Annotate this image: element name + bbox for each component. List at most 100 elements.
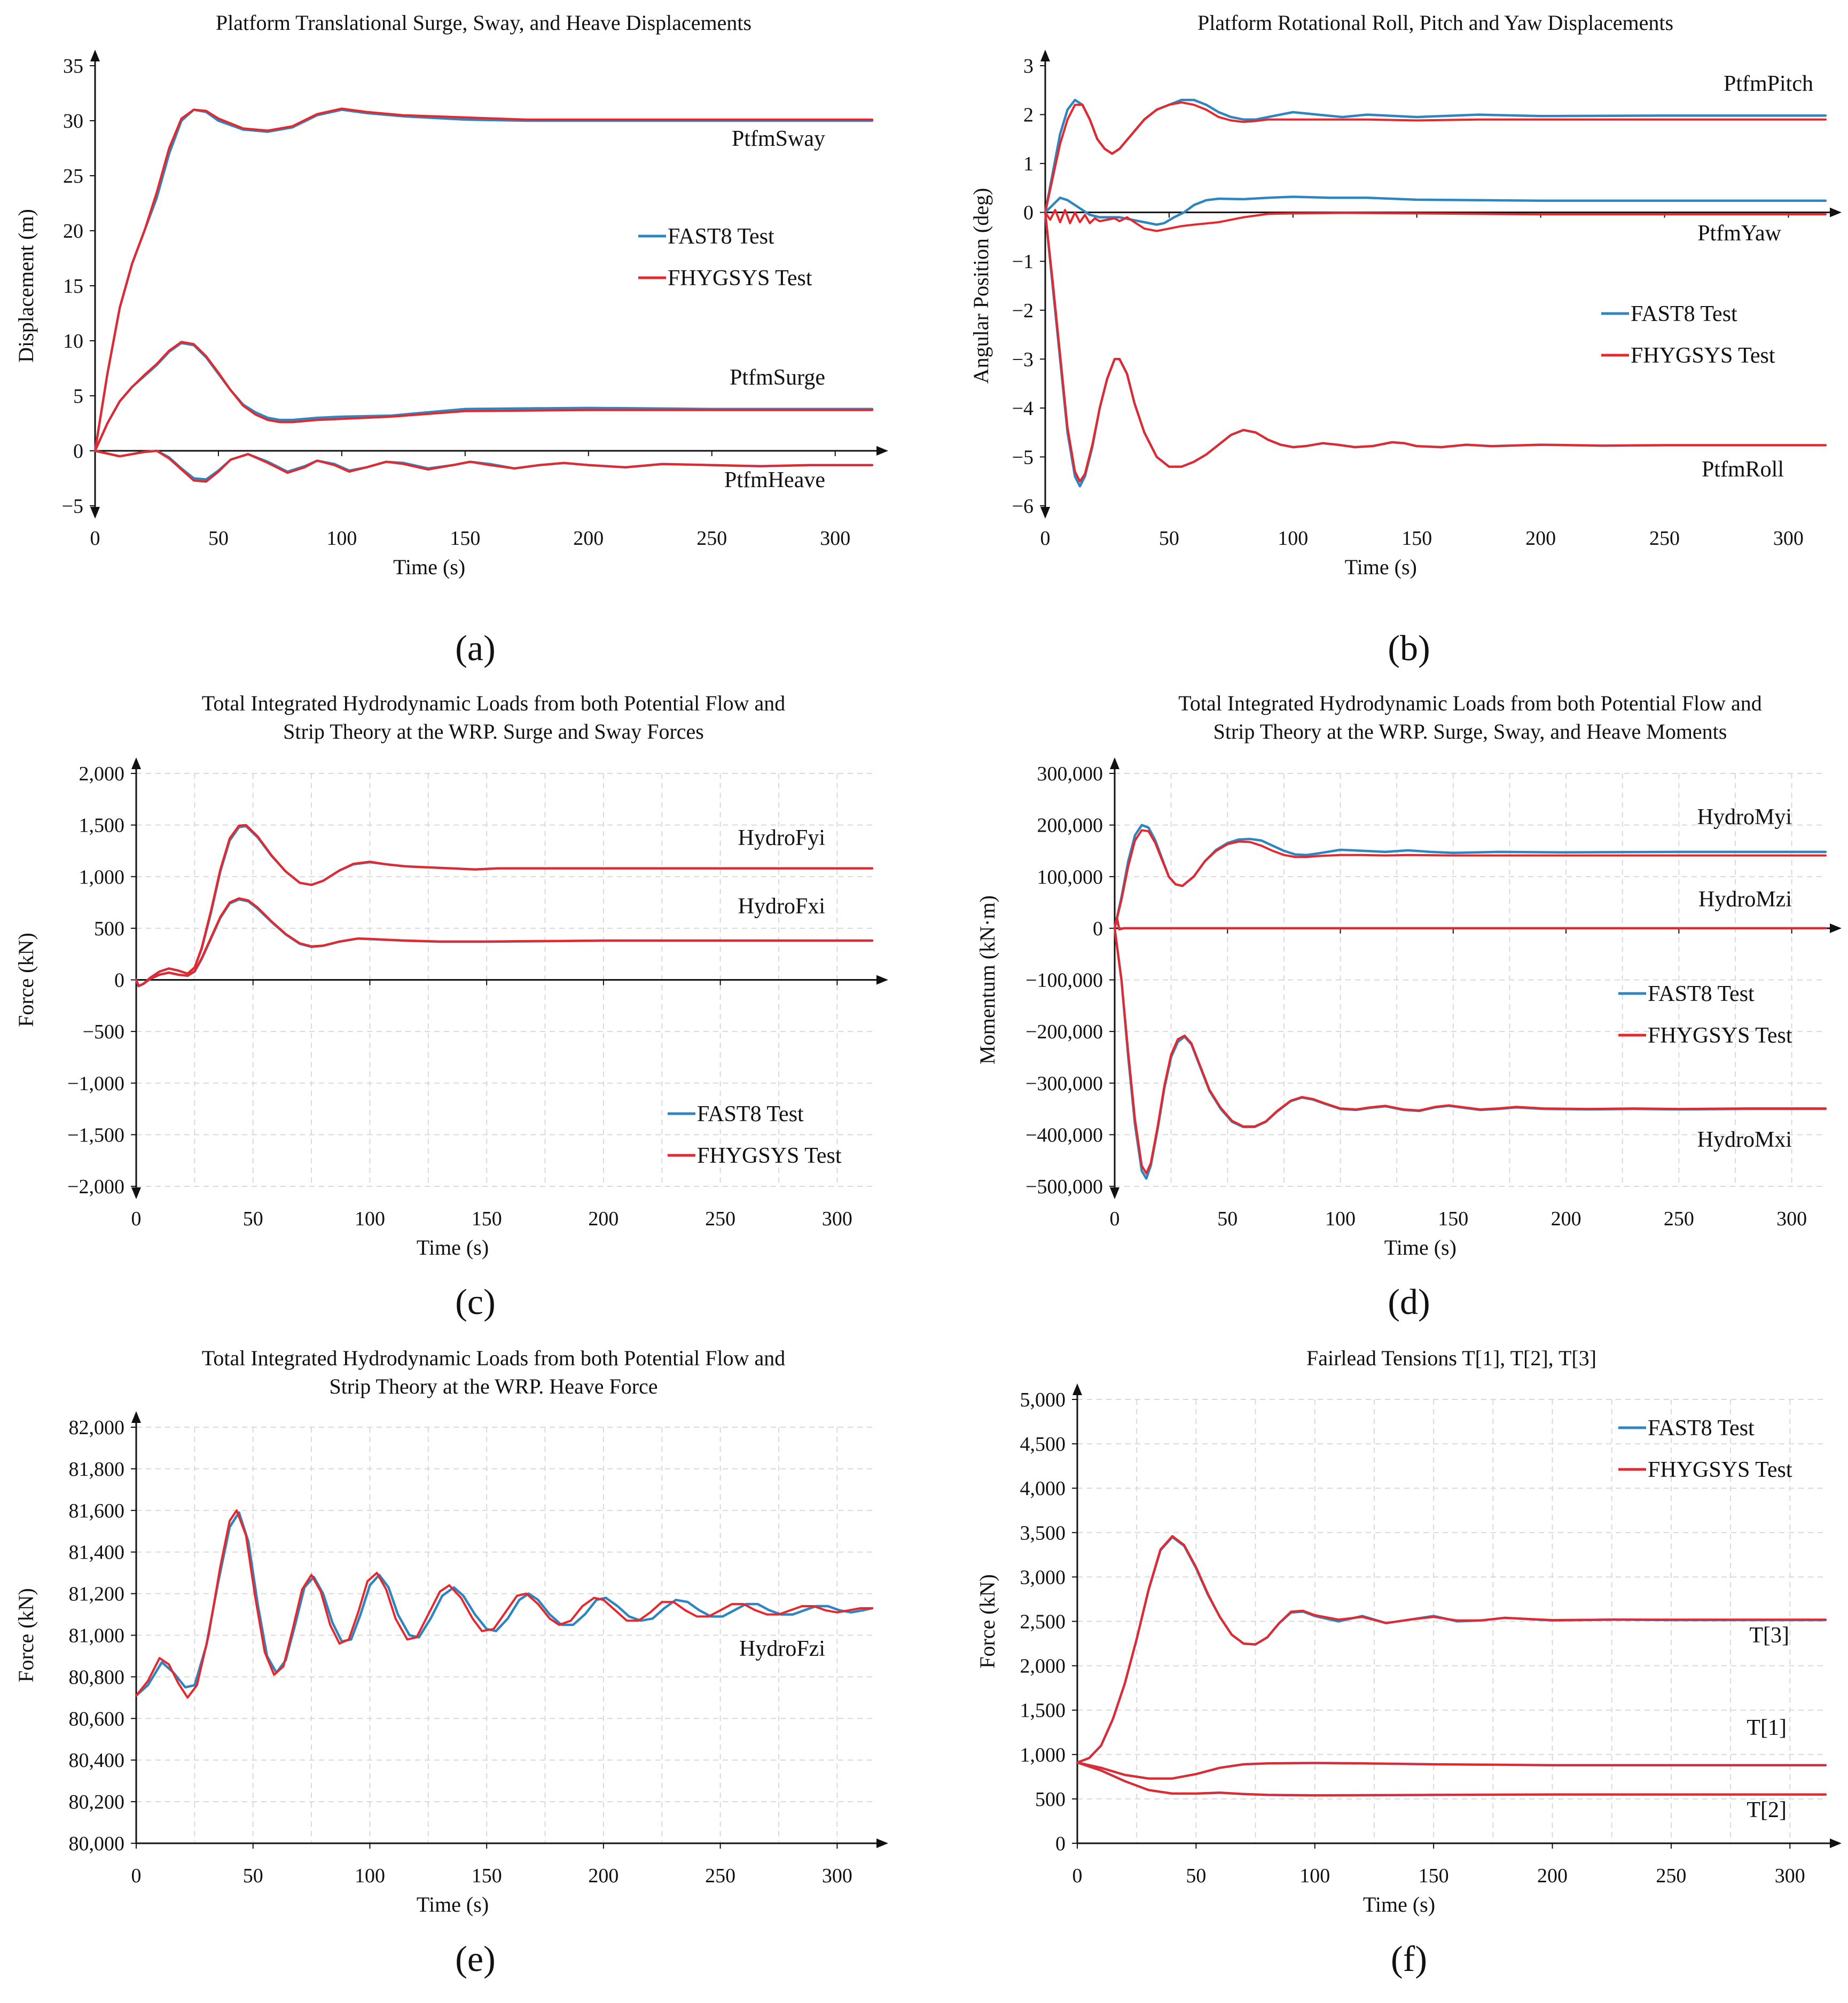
x-axis-arrow: [1830, 1838, 1842, 1848]
y-tick-label: 0: [73, 440, 83, 463]
series-line-HydroFyi-fhygsys: [135, 824, 873, 988]
x-tick-label: 150: [472, 1208, 502, 1230]
series-line-T1-fhygsys: [1076, 1761, 1827, 1780]
y-tick-label: 2,000: [1020, 1655, 1066, 1678]
y-tick-label: 2,000: [79, 763, 125, 785]
y-tick-label: 1,500: [1020, 1700, 1066, 1722]
x-tick-label: 300: [1773, 527, 1804, 550]
y-axis-arrow-bottom: [131, 1187, 141, 1199]
legend-label-fast8: FAST8 Test: [1648, 1416, 1755, 1441]
x-tick-label: 50: [1159, 527, 1179, 550]
series-line-PtfmPitch-fast8: [1044, 98, 1827, 214]
channel-label: PtfmPitch: [1724, 72, 1813, 96]
chart-title-line: Strip Theory at the WRP. Surge, Sway, an…: [1213, 719, 1727, 744]
x-tick-label: 0: [90, 527, 100, 550]
chart-title-line: Strip Theory at the WRP. Heave Force: [329, 1374, 657, 1398]
series-line-PtfmSurge-fhygsys: [94, 341, 873, 452]
y-axis-arrow-bottom: [1110, 1187, 1119, 1199]
y-tick-label: 0: [1093, 918, 1103, 940]
y-tick-label: −4: [1012, 397, 1033, 420]
x-tick-label: 50: [243, 1208, 263, 1230]
x-axis-label: Time (s): [417, 1892, 489, 1916]
x-tick-label: 150: [1401, 527, 1432, 550]
channel-label: PtfmYaw: [1697, 221, 1781, 246]
x-axis-arrow: [876, 1838, 888, 1848]
chart-title-line: Platform Rotational Roll, Pitch and Yaw …: [1197, 11, 1673, 35]
y-tick-label: −200,000: [1025, 1021, 1103, 1043]
series-line-HydroMyi-fast8: [1113, 824, 1827, 930]
series-line-T3-fast8: [1076, 1536, 1827, 1764]
y-tick-label: 3,500: [1020, 1522, 1066, 1544]
x-tick-label: 150: [472, 1865, 502, 1887]
series-line-PtfmRoll-fhygsys: [1044, 211, 1827, 483]
y-tick-label: −6: [1012, 495, 1033, 518]
x-tick-label: 0: [1072, 1865, 1083, 1887]
y-tick-label: 4,500: [1020, 1433, 1066, 1456]
chart-title-line: Total Integrated Hydrodynamic Loads from…: [202, 1346, 786, 1370]
series-line-T2-fast8: [1076, 1761, 1827, 1797]
y-tick-label: −1: [1012, 251, 1033, 273]
y-tick-label: −300,000: [1025, 1073, 1103, 1095]
y-axis-label: Force (kN): [14, 1588, 38, 1683]
series-line-PtfmYaw-fast8: [1044, 195, 1827, 226]
x-tick-label: 0: [1110, 1208, 1120, 1230]
x-tick-label: 300: [820, 527, 850, 550]
y-tick-label: −5: [1012, 446, 1033, 468]
x-axis-label: Time (s): [1345, 555, 1417, 579]
legend-label-fhygsys: FHYGSYS Test: [668, 266, 812, 291]
panel-label: (b): [1388, 628, 1430, 668]
panel-label: (e): [455, 1938, 495, 1979]
channel-label: PtfmRoll: [1702, 457, 1784, 482]
y-tick-label: −2,000: [67, 1176, 124, 1198]
series-line-HydroFxi-fhygsys: [135, 897, 873, 988]
x-tick-label: 200: [588, 1865, 618, 1887]
legend-label-fast8: FAST8 Test: [1631, 302, 1737, 326]
x-tick-label: 100: [1325, 1208, 1356, 1230]
y-tick-label: 5: [73, 385, 83, 408]
y-tick-label: 80,800: [69, 1666, 125, 1688]
x-tick-label: 100: [355, 1865, 385, 1887]
x-tick-label: 150: [450, 527, 480, 550]
chart-panel-b: Platform Rotational Roll, Pitch and Yaw …: [969, 11, 1842, 668]
series-line-PtfmSway-fhygsys: [94, 107, 873, 452]
channel-label: HydroFzi: [739, 1637, 825, 1661]
y-tick-label: 1,000: [1020, 1744, 1066, 1766]
x-tick-label: 250: [705, 1208, 735, 1230]
channel-label: PtfmSway: [732, 127, 825, 151]
x-tick-label: 100: [1278, 527, 1308, 550]
y-axis-label: Angular Position (deg): [969, 188, 993, 384]
x-tick-label: 150: [1438, 1208, 1468, 1230]
x-tick-label: 100: [326, 527, 357, 550]
y-tick-label: 80,000: [69, 1833, 125, 1855]
y-tick-label: 80,400: [69, 1749, 125, 1772]
series-line-HydroMyi-fhygsys: [1114, 829, 1827, 929]
x-tick-label: 50: [1186, 1865, 1206, 1887]
y-tick-label: 4,000: [1020, 1477, 1066, 1500]
x-tick-label: 250: [1656, 1865, 1686, 1887]
y-tick-label: −1,000: [67, 1073, 124, 1095]
channel-label: HydroMyi: [1697, 805, 1792, 830]
y-tick-label: 81,800: [69, 1458, 125, 1481]
x-axis-label: Time (s): [393, 555, 465, 579]
y-tick-label: 81,600: [69, 1500, 125, 1522]
y-axis-arrow-top: [1072, 1383, 1082, 1395]
x-tick-label: 0: [1040, 527, 1051, 550]
x-tick-label: 200: [588, 1208, 618, 1230]
x-axis-label: Time (s): [417, 1235, 489, 1259]
x-tick-label: 250: [1649, 527, 1680, 550]
chart-panel-d: Total Integrated Hydrodynamic Loads from…: [975, 691, 1842, 1322]
x-tick-label: 200: [1537, 1865, 1568, 1887]
y-tick-label: −1,500: [67, 1124, 124, 1146]
y-tick-label: 1,500: [79, 815, 125, 837]
x-tick-label: 250: [1664, 1208, 1694, 1230]
series-line-HydroMxi-fhygsys: [1114, 927, 1827, 1175]
y-axis-arrow-bottom: [1040, 507, 1050, 519]
channel-label: HydroMxi: [1697, 1128, 1792, 1152]
x-axis-arrow: [1830, 207, 1842, 217]
y-tick-label: 1,000: [79, 866, 125, 888]
y-tick-label: −3: [1012, 348, 1033, 371]
y-tick-label: −5: [62, 495, 83, 518]
y-tick-label: 81,200: [69, 1583, 125, 1606]
panel-label: (a): [455, 628, 495, 668]
